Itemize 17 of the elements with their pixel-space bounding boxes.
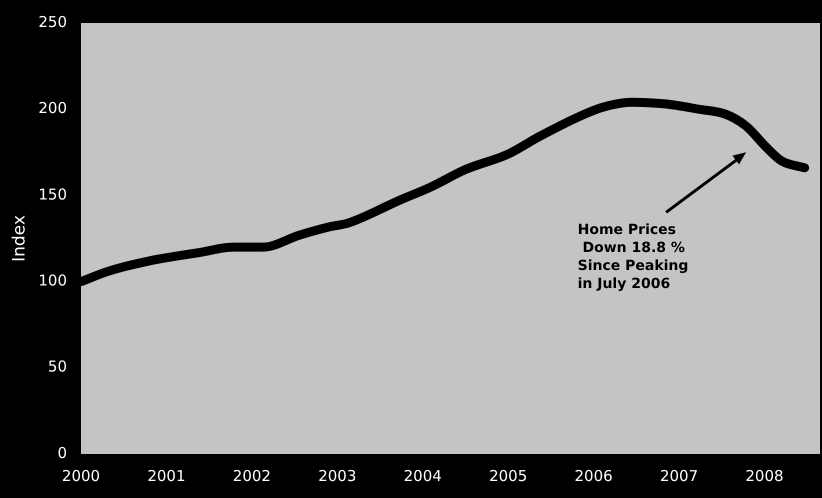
- x-tick-label: 2005: [489, 466, 528, 485]
- x-tick-label: 2002: [232, 466, 271, 485]
- y-tick-label: 0: [57, 444, 67, 462]
- y-tick-label: 150: [38, 185, 67, 204]
- x-tick-label: 2004: [404, 466, 442, 485]
- annotation: Home Prices Down 18.8 % Since Peaking in July 2006: [578, 222, 688, 292]
- x-tick-label: 2006: [574, 466, 613, 485]
- y-tick-label: 50: [48, 358, 67, 376]
- x-tick-label: 2001: [147, 466, 186, 485]
- y-tick-label: 100: [38, 271, 67, 290]
- x-tick-label: 2003: [318, 466, 356, 485]
- y-axis-title: Index: [10, 215, 30, 262]
- x-tick-label: 2000: [62, 466, 100, 485]
- x-tick-label: 2007: [660, 466, 698, 485]
- y-tick-label: 250: [38, 12, 67, 31]
- y-tick-label: 200: [38, 99, 67, 118]
- x-tick-label: 2008: [745, 466, 784, 485]
